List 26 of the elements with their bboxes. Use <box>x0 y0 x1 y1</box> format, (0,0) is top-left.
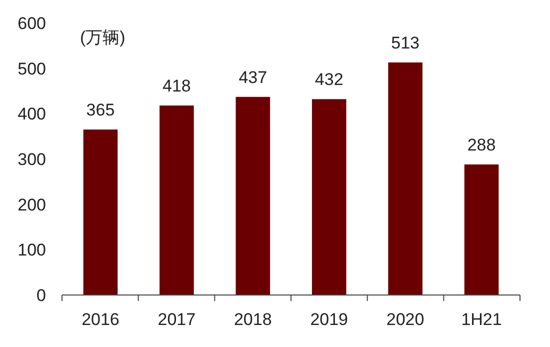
bar <box>388 62 422 295</box>
y-tick-label: 400 <box>18 104 46 124</box>
data-label: 513 <box>391 33 420 52</box>
data-label: 432 <box>314 70 344 90</box>
data-label: 288 <box>467 135 496 154</box>
x-tick-label: 2018 <box>234 310 272 329</box>
y-axis-title: (万辆) <box>80 28 126 47</box>
bar <box>312 99 346 295</box>
x-tick-label: 1H21 <box>461 310 502 329</box>
y-tick-label: 300 <box>18 150 46 169</box>
y-tick-label: 200 <box>18 195 46 214</box>
bar <box>83 130 118 295</box>
x-tick-label: 2020 <box>386 310 424 329</box>
y-tick-label: 500 <box>18 59 46 78</box>
bar <box>236 96 270 295</box>
x-tick-label: 2017 <box>158 310 196 329</box>
data-label: 437 <box>238 68 268 87</box>
x-tick-label: 2019 <box>310 310 348 329</box>
y-tick-label: 0 <box>36 286 46 305</box>
y-tick-label: 100 <box>18 240 46 260</box>
y-tick-label: 600 <box>18 14 46 33</box>
bar <box>464 164 499 295</box>
bar <box>160 106 194 295</box>
data-label: 418 <box>162 76 191 96</box>
data-label: 365 <box>86 100 115 120</box>
x-tick-label: 2016 <box>82 310 120 329</box>
